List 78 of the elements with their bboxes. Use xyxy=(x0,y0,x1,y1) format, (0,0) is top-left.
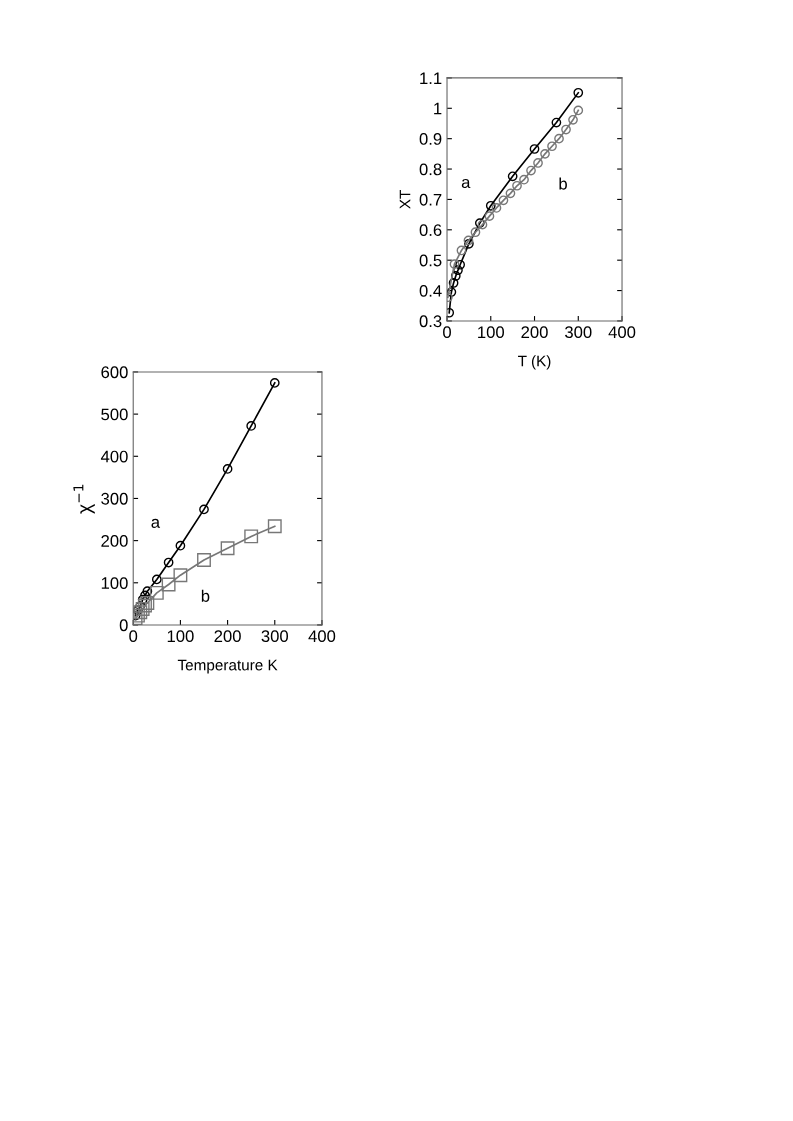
point xyxy=(220,541,235,556)
point xyxy=(267,519,282,534)
x-tick-label: 300 xyxy=(261,630,289,643)
y-axis-title: XT xyxy=(399,190,411,209)
point xyxy=(269,378,280,388)
series-label: b xyxy=(201,589,210,602)
y-tick-label: 300 xyxy=(101,492,128,505)
point xyxy=(554,133,564,144)
x-axis-title: T (K) xyxy=(518,355,551,370)
point xyxy=(505,188,516,199)
point xyxy=(151,574,162,585)
point xyxy=(163,557,174,568)
y-axis-title: χ$^{−1}$ xyxy=(73,484,95,514)
series-label: a xyxy=(151,518,161,528)
point xyxy=(533,158,543,168)
y-tick-label: 0.6 xyxy=(419,224,442,237)
x-tick-label: 100 xyxy=(478,326,505,339)
y-tick-label: 0.8 xyxy=(419,163,442,176)
y-tick-label: 1 xyxy=(434,102,442,115)
x-tick-label: 0 xyxy=(443,326,451,339)
x-axis-title: Temperature K xyxy=(177,659,278,674)
y-tick-label: 500 xyxy=(101,408,128,421)
point xyxy=(142,586,153,597)
point xyxy=(551,117,562,128)
x-tick-label: 200 xyxy=(214,630,241,643)
point xyxy=(453,265,463,276)
x-tick-label: 0 xyxy=(129,630,138,643)
y-tick-label: 600 xyxy=(101,366,128,379)
y-tick-label: 0 xyxy=(119,619,128,632)
point xyxy=(529,144,540,154)
point xyxy=(519,174,529,185)
point xyxy=(222,464,233,474)
x-tick-label: 400 xyxy=(608,326,636,339)
point xyxy=(450,271,461,281)
point xyxy=(561,124,571,135)
point xyxy=(491,203,502,213)
point xyxy=(507,171,518,182)
x-tick-label: 100 xyxy=(167,630,194,643)
y-tick-label: 0.3 xyxy=(419,315,442,328)
point xyxy=(137,594,148,605)
point xyxy=(246,421,257,431)
point xyxy=(526,165,536,176)
point xyxy=(244,529,259,544)
point xyxy=(540,148,550,159)
point xyxy=(197,553,211,567)
point xyxy=(455,259,466,270)
x-tick-label: 300 xyxy=(565,326,592,339)
y-tick-label: 1.1 xyxy=(420,72,442,84)
point xyxy=(470,227,481,238)
point xyxy=(140,590,150,601)
y-tick-label: 100 xyxy=(101,577,128,589)
y-tick-label: 0.4 xyxy=(419,284,442,297)
point xyxy=(498,195,509,206)
point xyxy=(161,577,176,592)
point xyxy=(448,278,459,288)
point xyxy=(512,180,522,191)
x-tick-label: 200 xyxy=(521,326,548,339)
x-tick-label: 400 xyxy=(308,630,336,643)
point xyxy=(573,105,584,116)
point xyxy=(568,114,578,125)
point xyxy=(173,568,188,583)
point xyxy=(547,141,557,152)
y-tick-label: 0.9 xyxy=(419,133,442,145)
series-label: a xyxy=(461,178,471,189)
point xyxy=(485,200,496,211)
y-tick-label: 0.5 xyxy=(419,254,442,267)
point xyxy=(456,245,467,256)
point xyxy=(573,87,584,98)
point xyxy=(449,259,460,269)
point xyxy=(447,287,457,297)
point xyxy=(199,504,209,515)
y-tick-label: 400 xyxy=(100,450,128,463)
y-tick-label: 0.7 xyxy=(419,193,442,206)
point xyxy=(175,540,186,551)
point xyxy=(149,585,164,600)
point xyxy=(484,211,495,221)
y-tick-label: 200 xyxy=(101,535,128,547)
series-label: b xyxy=(559,177,567,190)
